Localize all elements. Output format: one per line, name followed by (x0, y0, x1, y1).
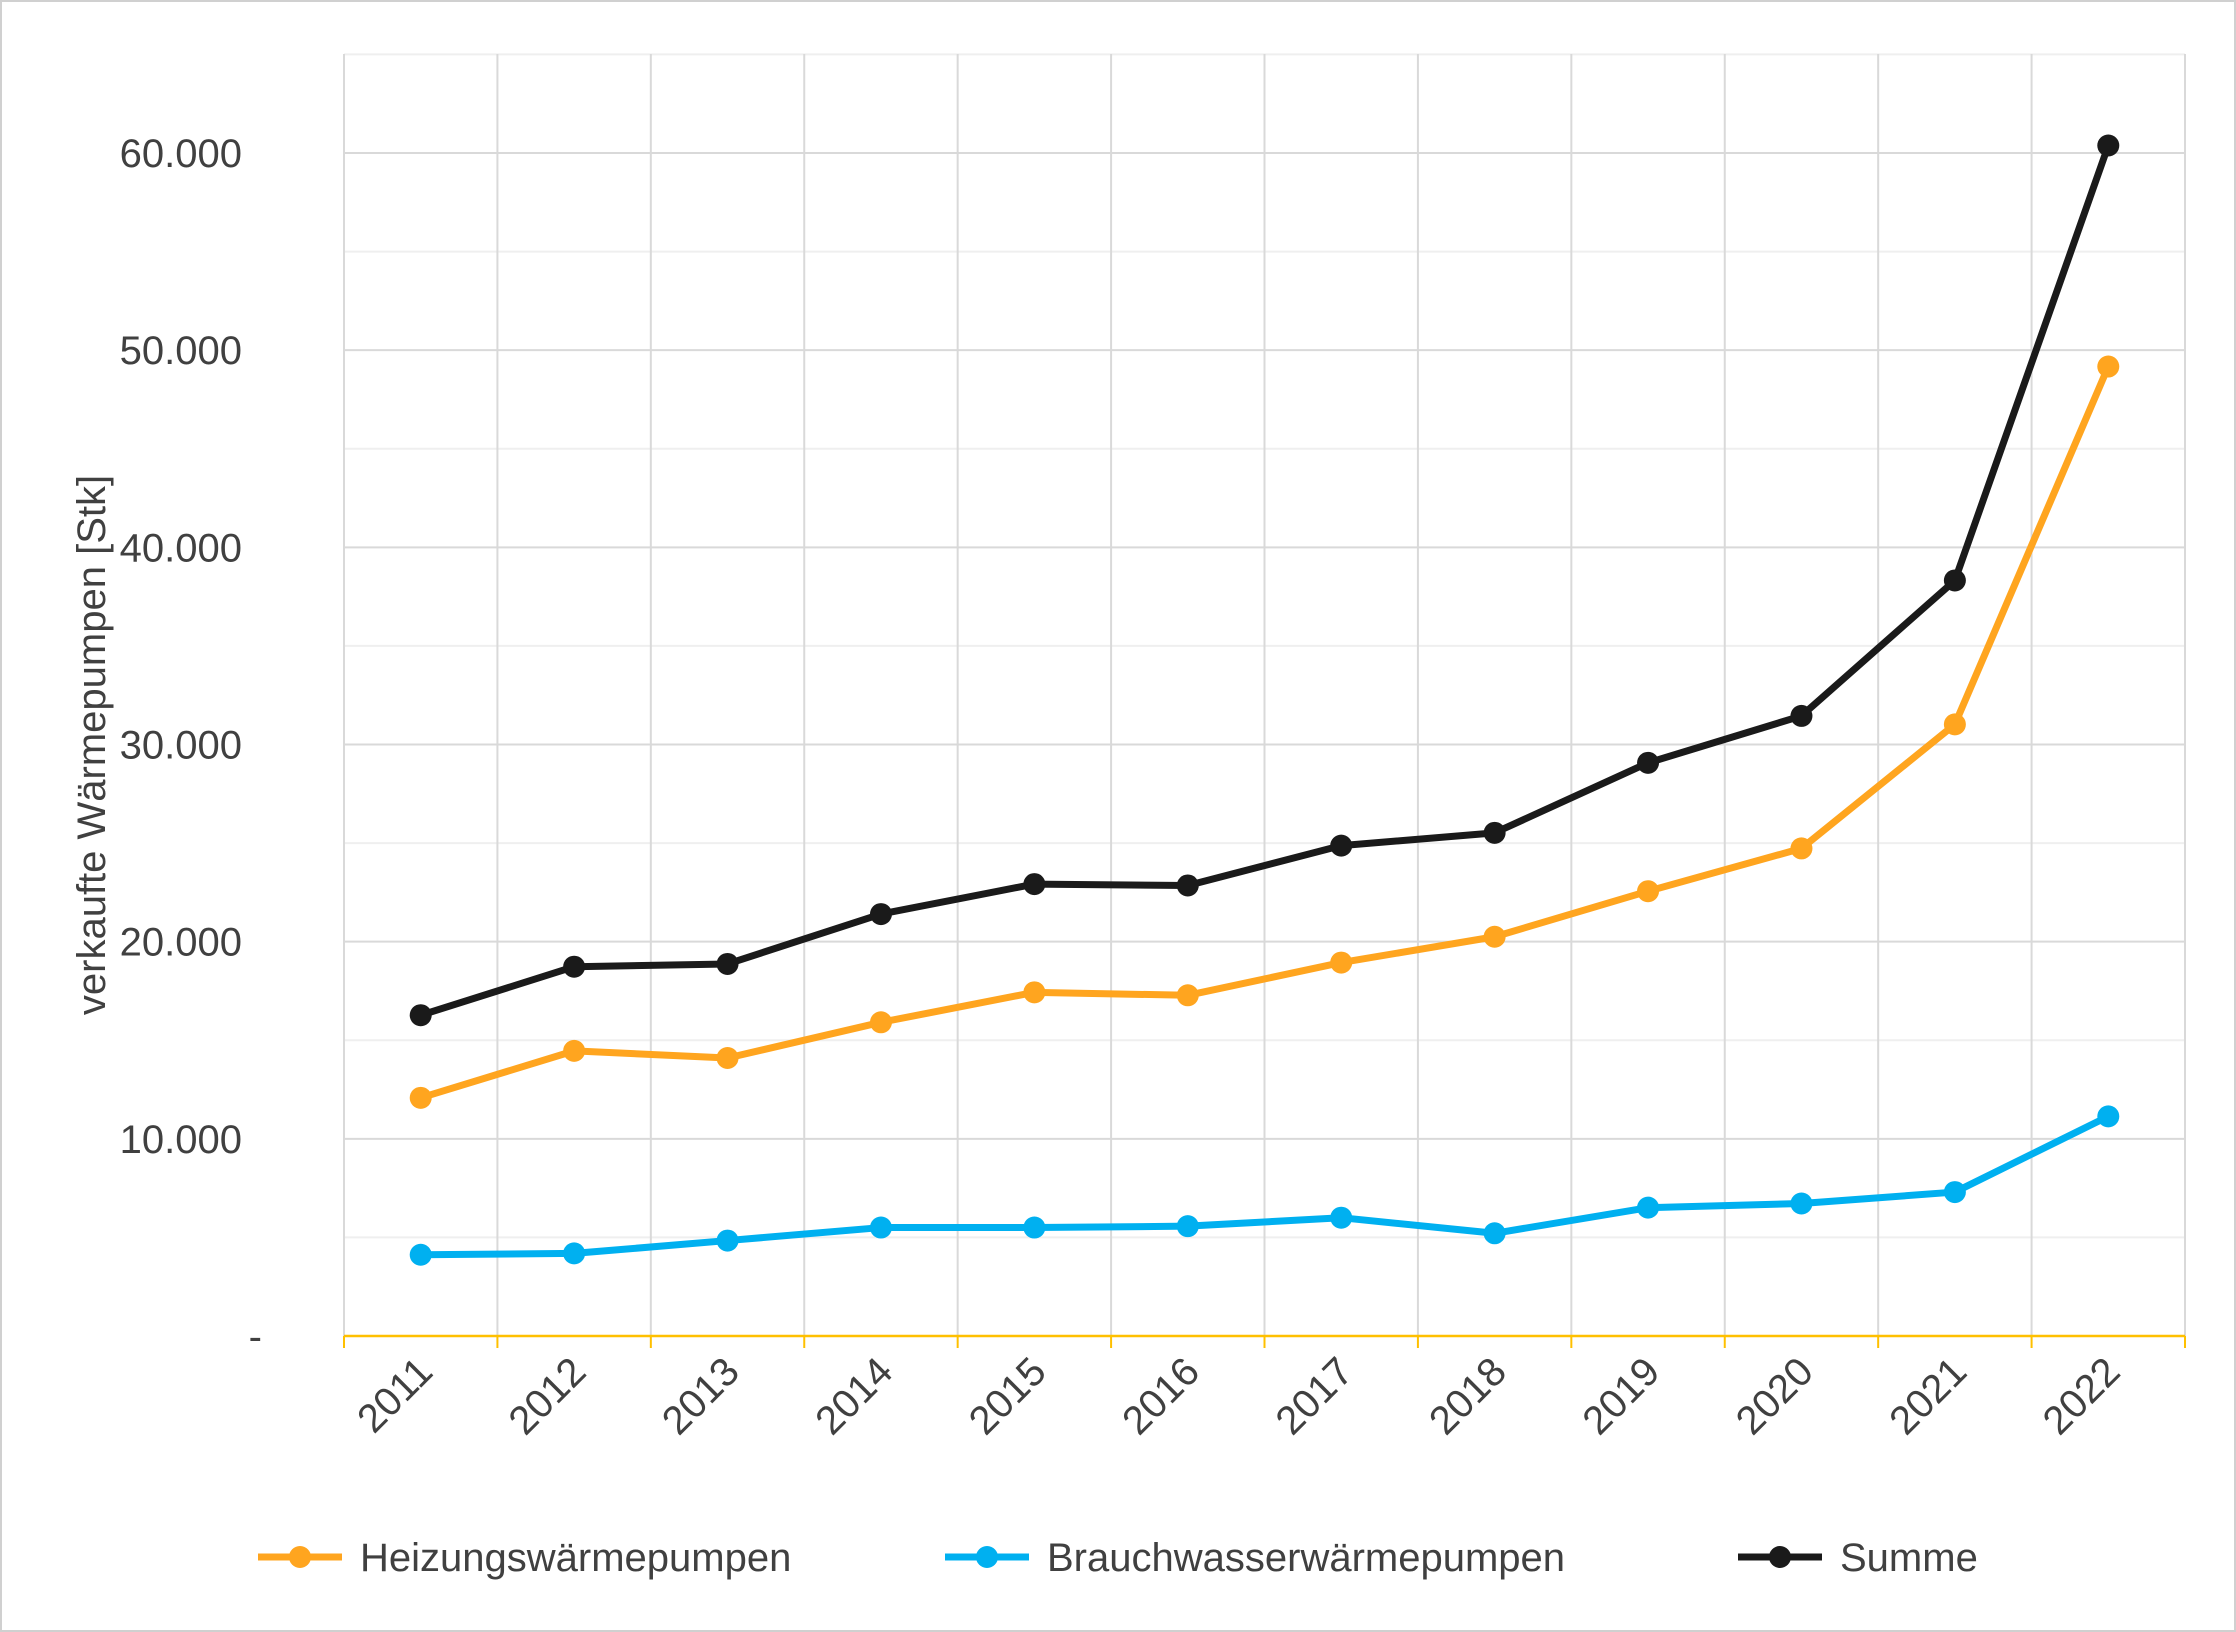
data-point (1483, 925, 1506, 948)
y-tick-label: 10.000 (120, 1118, 242, 1162)
series-line (420, 1113, 2110, 1259)
data-point (1943, 713, 1966, 736)
data-point (1176, 984, 1199, 1007)
data-point (1637, 751, 1660, 774)
data-point (1023, 1216, 1046, 1239)
data-point (1176, 874, 1199, 897)
data-point (1023, 981, 1046, 1004)
data-point (1637, 1196, 1660, 1219)
data-point (716, 1229, 739, 1252)
data-point (563, 1242, 586, 1265)
data-point (2097, 134, 2120, 157)
data-point (1483, 821, 1506, 844)
y-tick-label: 60.000 (120, 132, 242, 176)
data-point (409, 1243, 432, 1266)
data-point (1790, 1192, 1813, 1215)
series-line (419, 144, 2112, 1019)
data-point (1637, 880, 1660, 903)
data-point (1176, 1215, 1199, 1238)
y-tick-label: 20.000 (120, 921, 242, 965)
data-point (409, 1004, 432, 1027)
data-point (869, 903, 892, 926)
data-point (869, 1011, 892, 1034)
data-point (716, 952, 739, 975)
data-point (2097, 355, 2120, 378)
legend-marker (289, 1546, 311, 1568)
legend-label: Brauchwasserwärmepumpen (1047, 1536, 1565, 1580)
legend-label: Heizungswärmepumpen (360, 1536, 791, 1580)
data-point (1330, 951, 1353, 974)
legend-label: Summe (1840, 1536, 1978, 1580)
y-tick-label: - (249, 1315, 262, 1359)
data-point (869, 1216, 892, 1239)
legend-marker (976, 1546, 998, 1568)
y-axis-title: verkaufte Wärmepumpen [Stk] (70, 475, 114, 1015)
data-point (1943, 1181, 1966, 1204)
data-point (1790, 704, 1813, 727)
data-point (1790, 837, 1813, 860)
data-point (1330, 1206, 1353, 1229)
data-point (1023, 873, 1046, 896)
data-point (1330, 834, 1353, 857)
data-point (563, 955, 586, 978)
data-point (1483, 1222, 1506, 1245)
data-point (409, 1086, 432, 1109)
y-tick-label: 50.000 (120, 329, 242, 373)
y-tick-label: 40.000 (120, 526, 242, 570)
data-point (563, 1039, 586, 1062)
y-tick-label: 30.000 (120, 724, 242, 768)
series-line (419, 365, 2112, 1102)
data-point (2097, 1105, 2120, 1128)
data-point (716, 1046, 739, 1069)
legend-marker (1769, 1546, 1791, 1568)
data-point (1943, 569, 1966, 592)
